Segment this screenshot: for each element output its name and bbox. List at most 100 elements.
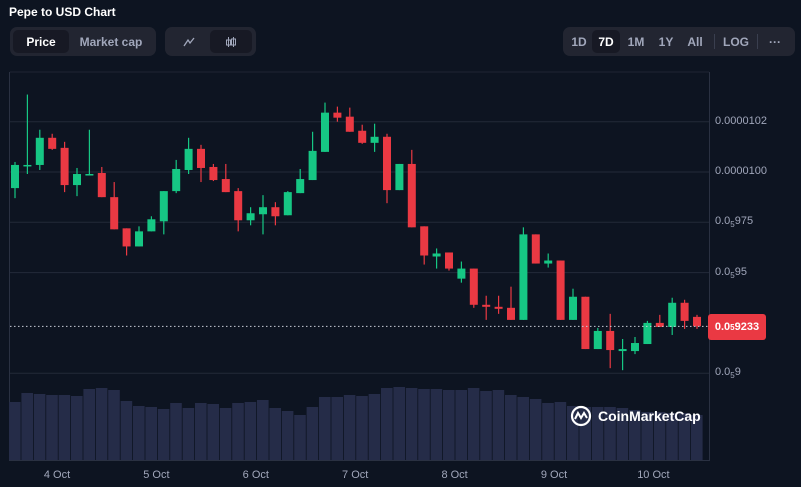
y-tick-label: 0.05975 xyxy=(715,215,753,229)
candle-down xyxy=(383,136,391,191)
page-title: Pepe to USD Chart xyxy=(9,5,116,19)
candle-up xyxy=(569,296,577,320)
range-1y[interactable]: 1Y xyxy=(658,34,674,49)
volume-bar xyxy=(269,408,281,460)
price-digits: 9233 xyxy=(734,321,760,333)
line-chart-icon xyxy=(183,37,195,46)
range-1m[interactable]: 1M xyxy=(627,34,645,49)
volume-bar xyxy=(591,407,604,460)
volume-bar xyxy=(505,395,517,460)
volume-bar xyxy=(244,402,257,460)
volume-bar xyxy=(567,406,579,460)
volume-bar xyxy=(554,402,567,460)
candle-up xyxy=(593,330,602,350)
candle-up xyxy=(23,164,32,167)
volume-bar xyxy=(83,389,95,460)
y-tick-prefix: 0.0 xyxy=(715,265,731,278)
range-7d[interactable]: 7D xyxy=(592,30,620,53)
y-tick-label: 0.059 xyxy=(715,366,741,380)
volume-bar xyxy=(219,408,232,460)
volume-bar xyxy=(71,396,83,460)
x-tick-label: 10 Oct xyxy=(637,469,670,481)
candle-up xyxy=(11,164,19,189)
candle-down xyxy=(507,307,515,320)
candle-up xyxy=(370,136,379,143)
candle-up xyxy=(73,174,81,186)
volume-bar xyxy=(195,403,207,460)
candle-down xyxy=(680,302,689,321)
candle-down xyxy=(221,179,230,193)
candle-up xyxy=(296,179,305,194)
candlestick-button[interactable] xyxy=(210,30,252,53)
volume-bar xyxy=(108,390,120,460)
x-tick-label: 8 Oct xyxy=(441,469,468,481)
volume-bar xyxy=(232,403,244,460)
x-tick-label: 4 Oct xyxy=(43,469,71,481)
price-tab[interactable]: Price xyxy=(13,30,69,53)
y-tick-digits: 975 xyxy=(734,215,754,228)
volume-bar xyxy=(95,388,108,460)
candle-down xyxy=(469,268,478,305)
candle-up xyxy=(457,268,466,279)
volume-bar xyxy=(319,397,331,460)
divider xyxy=(714,34,715,49)
candle-up xyxy=(432,253,441,257)
candle-down xyxy=(445,252,453,269)
candle-down xyxy=(494,306,503,309)
volume-bar xyxy=(356,396,368,460)
candle-down xyxy=(97,173,106,198)
candle-down xyxy=(531,234,540,264)
market-cap-tab[interactable]: Market cap xyxy=(79,34,143,49)
volume-bar xyxy=(418,389,430,460)
log-button[interactable]: LOG xyxy=(723,34,749,49)
chart-type-toggle xyxy=(165,27,256,56)
volume-bar xyxy=(120,401,133,460)
watermark-text: CoinMarketCap xyxy=(598,408,701,424)
candle-down xyxy=(197,148,205,168)
volume-bar xyxy=(529,399,542,460)
candle-up xyxy=(283,192,292,216)
range-selector: 1D 7D 1M 1Y All LOG ··· xyxy=(563,27,795,56)
candle-down xyxy=(122,228,131,247)
candle-down xyxy=(420,226,429,256)
range-1d[interactable]: 1D xyxy=(571,34,587,49)
line-chart-button[interactable] xyxy=(168,30,210,53)
candlestick-icon xyxy=(226,36,236,47)
more-options-button[interactable]: ··· xyxy=(769,34,781,49)
volume-bar xyxy=(381,388,393,460)
candle-down xyxy=(556,260,565,320)
volume-bar xyxy=(343,395,356,460)
volume-bar xyxy=(653,412,666,460)
y-tick-label: 0.0000100 xyxy=(715,165,767,179)
volume-bar xyxy=(455,390,467,460)
candle-down xyxy=(209,166,218,181)
candle-up xyxy=(259,207,267,215)
candle-down xyxy=(358,130,367,143)
x-tick-label: 5 Oct xyxy=(143,469,170,481)
price-sub: 5 xyxy=(730,322,735,332)
candle-down xyxy=(271,207,280,217)
range-all[interactable]: All xyxy=(687,34,703,49)
volume-bar xyxy=(393,387,405,460)
x-tick-label: 6 Oct xyxy=(242,469,269,481)
volume-bar xyxy=(133,406,145,460)
volume-bar xyxy=(678,413,691,460)
x-tick-label: 7 Oct xyxy=(342,469,369,481)
volume-bar xyxy=(157,409,170,460)
candle-up xyxy=(519,234,528,320)
y-tick-prefix: 0.0 xyxy=(715,366,731,379)
candle-up xyxy=(35,137,44,165)
data-type-toggle: Price Market cap xyxy=(10,27,156,56)
coinmarketcap-logo-icon xyxy=(570,405,592,427)
volume-bar xyxy=(145,407,157,460)
volume-bar xyxy=(182,408,195,460)
y-tick-label: 0.0000102 xyxy=(715,115,767,129)
volume-bar xyxy=(207,404,219,460)
volume-bar xyxy=(9,402,21,460)
candle-up xyxy=(135,231,143,247)
volume-bar xyxy=(281,411,294,460)
candle-down xyxy=(655,322,664,327)
y-tick-sub: 5 xyxy=(730,371,735,381)
current-price-tag: 0.0 5 9233 xyxy=(708,314,766,340)
